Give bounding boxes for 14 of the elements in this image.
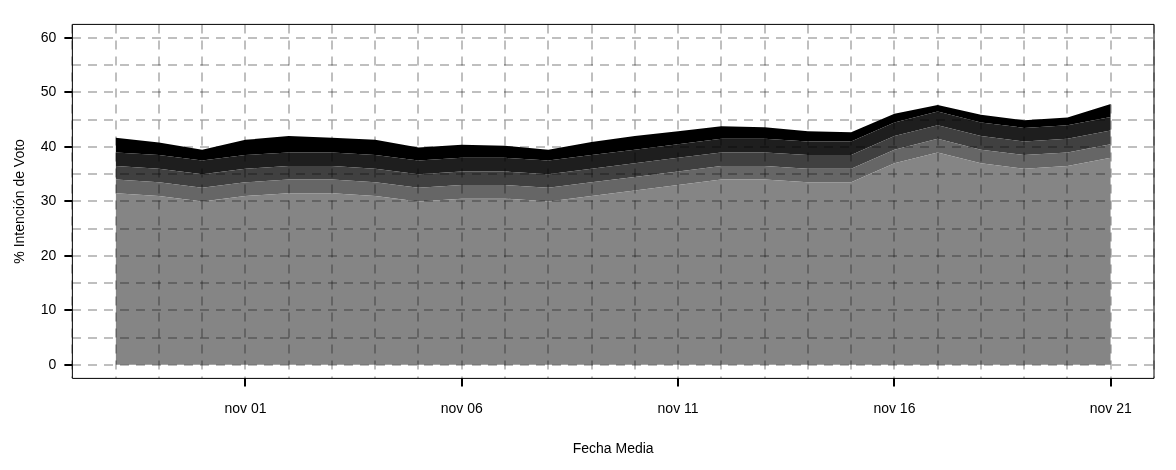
y-tick-label: 0 <box>48 355 57 372</box>
y-tick-label: 60 <box>40 28 57 45</box>
x-tick-label: nov 21 <box>1089 399 1132 416</box>
x-tick-label: nov 01 <box>224 399 267 416</box>
x-tick-label: nov 11 <box>657 399 699 416</box>
y-tick-label: 30 <box>40 192 57 209</box>
y-tick-label: 10 <box>40 301 57 318</box>
y-axis-title: % Intención de Voto <box>11 138 28 264</box>
y-tick-label: 20 <box>40 246 57 263</box>
y-tick-label: 40 <box>40 137 57 154</box>
x-axis-title: Fecha Media <box>572 440 654 457</box>
y-tick-label: 50 <box>40 83 57 100</box>
x-tick-label: nov 06 <box>440 399 483 416</box>
x-tick-label: nov 16 <box>873 399 916 416</box>
